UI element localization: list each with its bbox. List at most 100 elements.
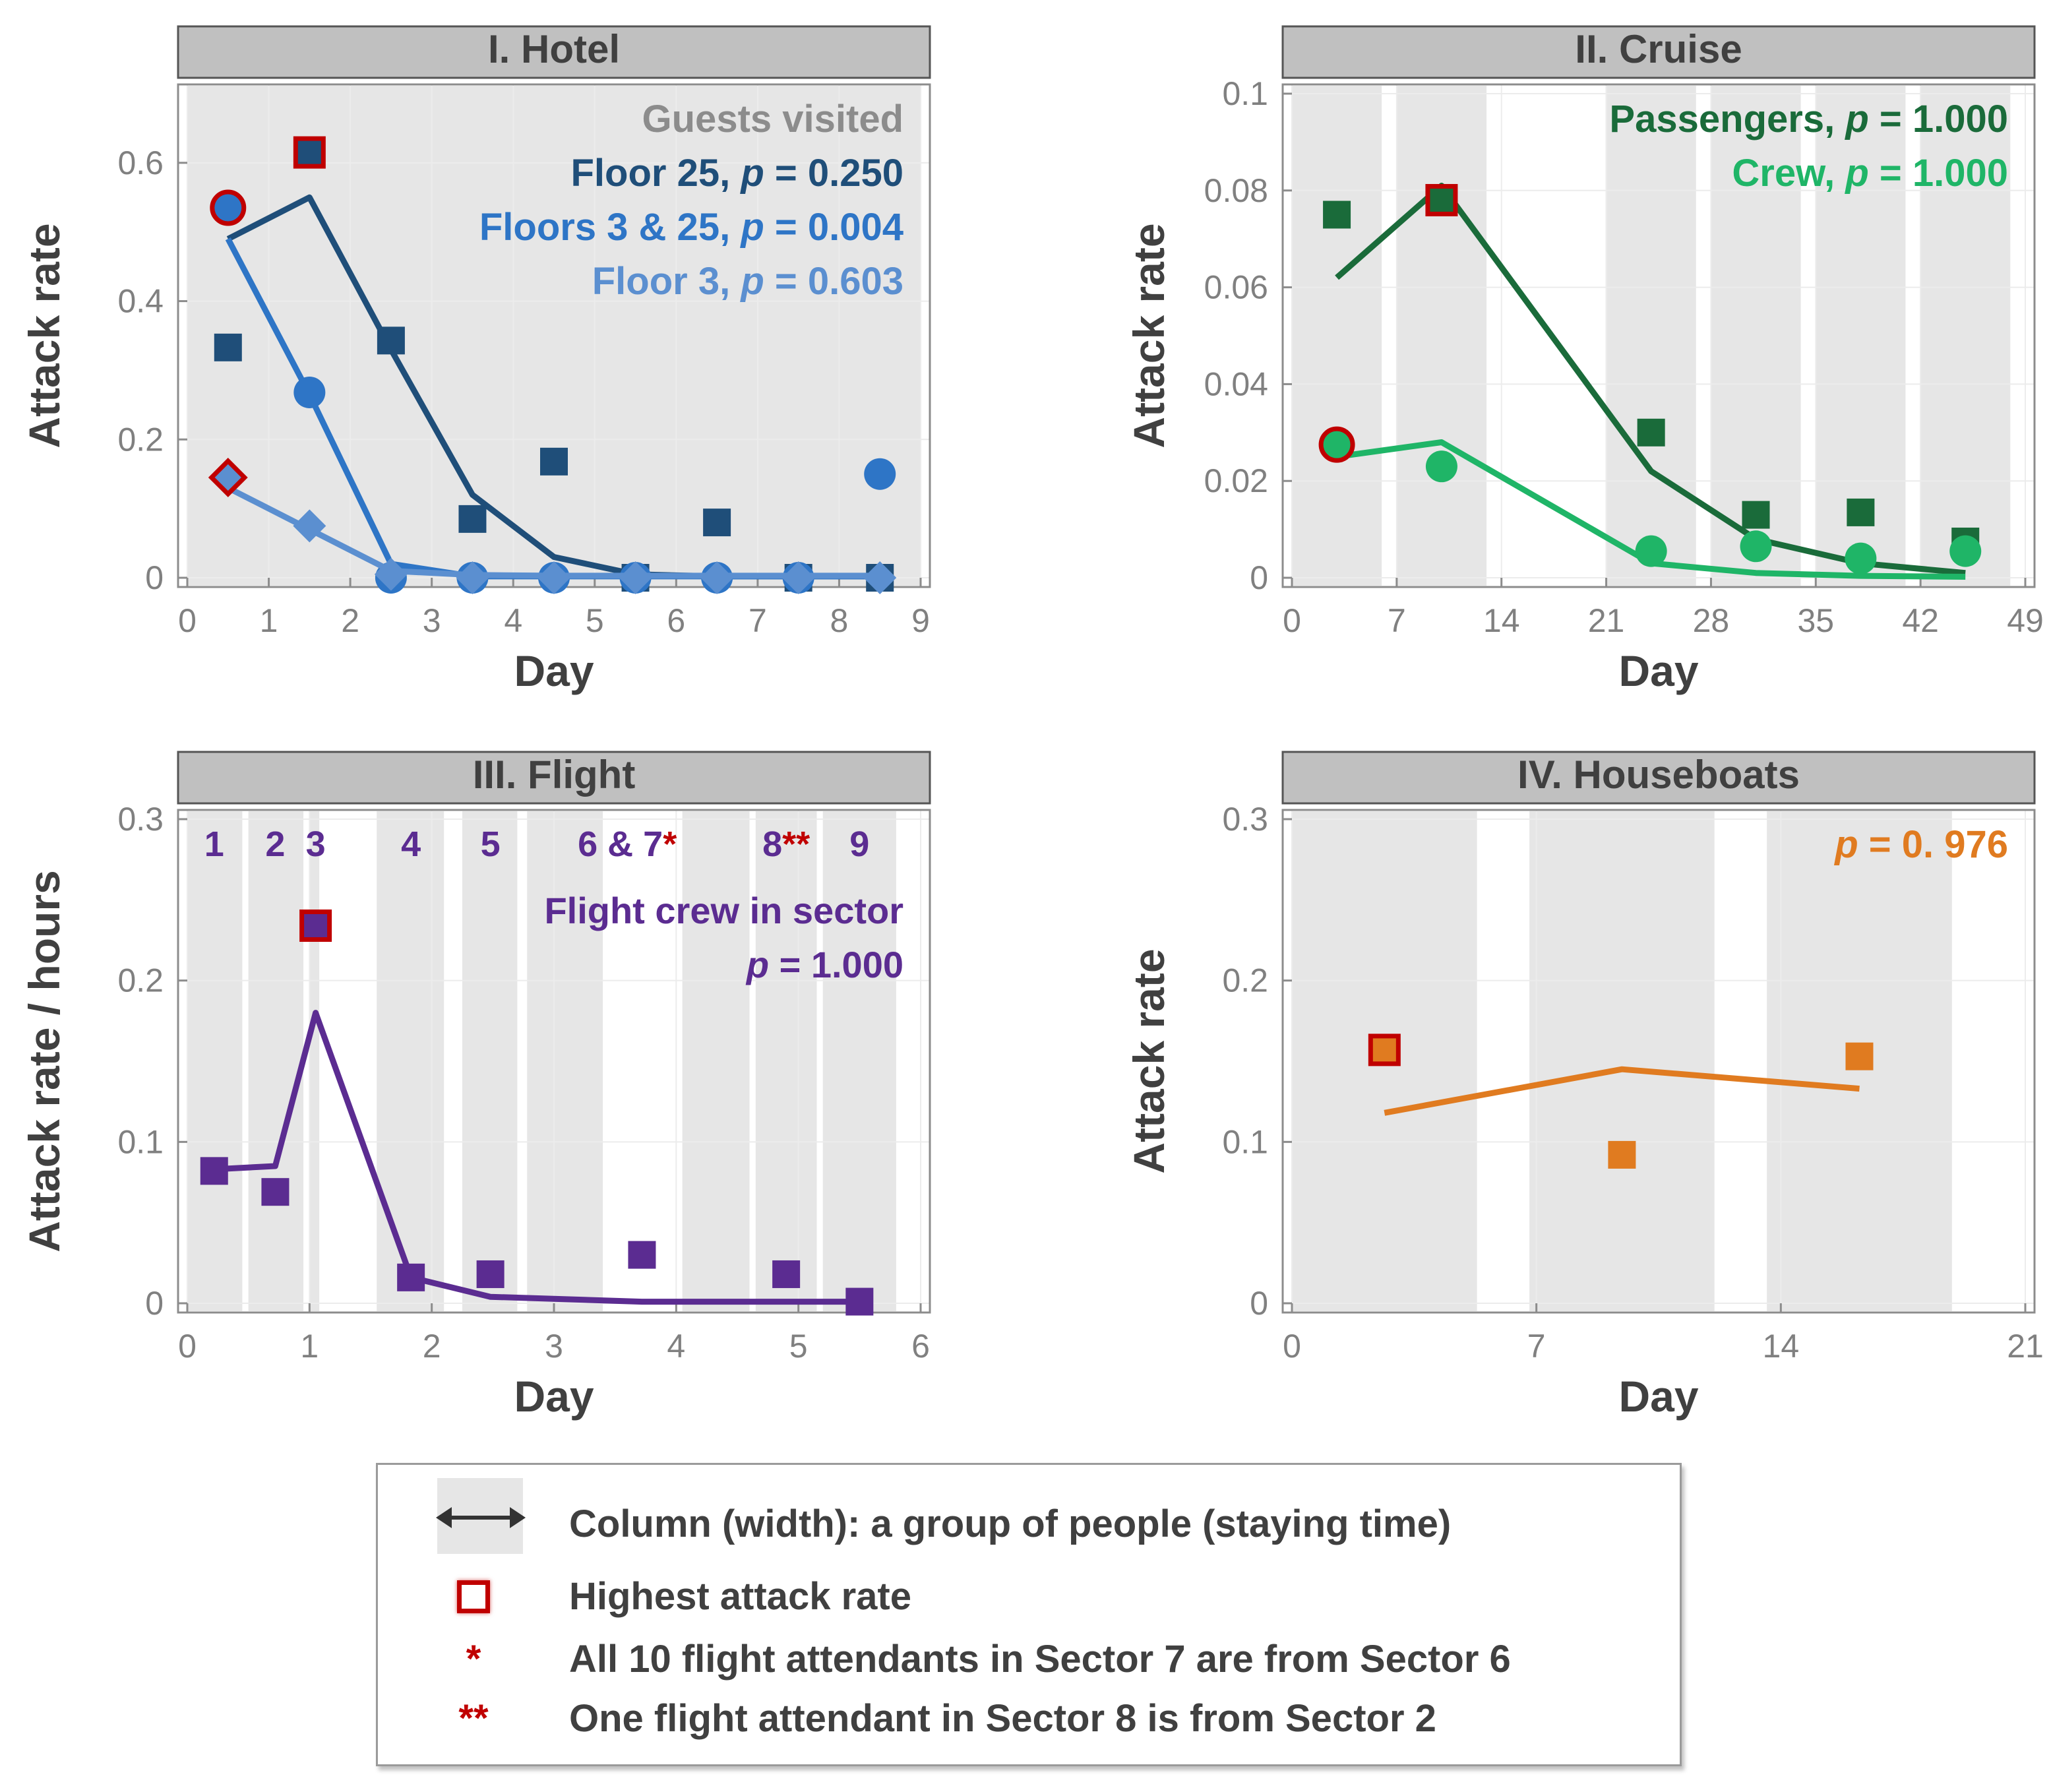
y-tick-label: 0.2 — [117, 962, 164, 999]
y-axis-label: Attack rate / hours — [20, 870, 69, 1252]
panel-2: II. Cruise 0 7 14 21 28 35 42 49 0 0.02 0.04 0.06 0.0… — [1124, 25, 2044, 695]
y-tick-label: 0 — [145, 559, 164, 596]
group-column — [822, 811, 896, 1311]
data-point — [1845, 542, 1877, 574]
data-point-highest — [293, 136, 326, 169]
x-tick-label: 6 — [667, 602, 685, 639]
panel-title: II. Cruise — [1575, 27, 1742, 71]
arrow-left-icon — [436, 1507, 452, 1528]
data-point — [781, 561, 815, 594]
panel-title: I. Hotel — [488, 27, 620, 71]
y-tick-label: 0.4 — [117, 283, 164, 320]
data-point — [1425, 450, 1457, 483]
sector-label: 6 & 7* — [578, 824, 677, 864]
y-tick-label: 0.1 — [1222, 1123, 1268, 1160]
y-tick-label: 0.6 — [117, 144, 164, 181]
x-tick-label: 3 — [545, 1328, 563, 1365]
legend-star2-text: One flight attendant in Sector 8 is from… — [569, 1697, 1436, 1740]
legend-title: Guests visited — [642, 98, 903, 140]
legend-star1-text: All 10 flight attendants in Sector 7 are… — [569, 1638, 1511, 1681]
fit-line — [214, 1010, 860, 1305]
y-tick-label: 0.06 — [1204, 269, 1268, 306]
x-tick-label: 5 — [586, 602, 604, 639]
group-column — [431, 86, 514, 586]
x-tick-label: 21 — [2007, 1328, 2044, 1365]
data-point — [458, 505, 487, 533]
legend-row-star1: * All 10 flight attendants in Sector 7 a… — [378, 1633, 1680, 1686]
group-column — [187, 811, 243, 1311]
data-point — [1608, 1140, 1636, 1169]
plot-frame — [1281, 809, 2036, 1314]
x-tick-label: 2 — [423, 1328, 441, 1365]
data-point — [863, 561, 897, 594]
data-point — [293, 376, 326, 408]
group-column — [676, 86, 758, 586]
data-point — [1637, 418, 1665, 447]
data-point — [628, 1241, 656, 1269]
highest-marker-icon — [431, 1570, 516, 1623]
x-tick-label: 42 — [1902, 602, 1939, 639]
legend-row-highest: Highest attack rate — [378, 1570, 1680, 1623]
data-point-highest — [1318, 426, 1355, 463]
legend-highest-text: Highest attack rate — [569, 1575, 911, 1618]
data-point — [1949, 535, 1982, 567]
x-tick-label: 3 — [423, 602, 441, 639]
y-tick-label: 0.08 — [1204, 172, 1268, 209]
y-axis-label: Attack rate — [20, 223, 69, 448]
x-tick-label: 7 — [1388, 602, 1406, 639]
legend-entry: Passengers, p = 1.000 — [1609, 98, 2008, 140]
group-column — [757, 86, 840, 586]
group-column — [248, 811, 304, 1311]
group-column — [1606, 86, 1696, 586]
data-point — [772, 1260, 801, 1288]
group-column — [755, 811, 817, 1311]
x-tick-label: 5 — [789, 1328, 808, 1365]
x-tick-label: 2 — [341, 602, 359, 639]
data-point — [476, 1260, 505, 1288]
x-tick-label: 4 — [667, 1328, 685, 1365]
sector-label: 8** — [762, 824, 810, 864]
group-column — [839, 86, 921, 586]
sector-label: 4 — [401, 824, 421, 864]
y-axis-label: Attack rate — [1124, 223, 1173, 448]
x-tick-label: 4 — [504, 602, 522, 639]
panel-title-bar — [177, 751, 931, 805]
panel-title: IV. Houseboats — [1517, 753, 1800, 797]
group-column — [377, 811, 444, 1311]
data-point — [200, 1157, 228, 1185]
x-tick-label: 8 — [830, 602, 849, 639]
data-point — [293, 509, 326, 543]
data-point — [374, 557, 408, 591]
data-point — [214, 333, 242, 361]
group-column — [513, 86, 595, 586]
x-tick-label: 6 — [911, 1328, 930, 1365]
y-tick-label: 0 — [1250, 559, 1268, 596]
sector-label: 2 — [265, 824, 285, 864]
y-tick-label: 0.2 — [1222, 962, 1268, 999]
legend-row-column: Column (width): a group of people (stayi… — [378, 1478, 1680, 1554]
x-tick-label: 28 — [1693, 602, 1730, 639]
double-star-symbol: ** — [458, 1697, 489, 1740]
y-tick-label: 0 — [145, 1285, 164, 1322]
data-point-highest — [299, 909, 332, 942]
group-column — [1529, 811, 1715, 1311]
x-tick-label: 9 — [911, 602, 930, 639]
y-tick-label: 0.1 — [1222, 75, 1268, 112]
y-axis-label: Attack rate — [1124, 948, 1173, 1173]
panel-1: I. Hotel 0 1 2 3 4 5 6 7 8 9 0 0.2 0.4 0.6 Day Attack ra… — [20, 25, 931, 695]
double-arrow-icon — [444, 1516, 516, 1520]
legend-entry: Floor 3, p = 0.603 — [592, 260, 903, 303]
data-point-highest — [210, 189, 247, 226]
data-point — [703, 509, 731, 537]
data-point — [1740, 530, 1772, 563]
x-tick-label: 7 — [1527, 1328, 1546, 1365]
legend-entry: Floor 25, p = 0.250 — [570, 152, 903, 195]
group-column — [1920, 86, 2011, 586]
y-tick-label: 0.04 — [1204, 365, 1268, 402]
panel-title-bar — [1281, 751, 2036, 805]
sector-label: 5 — [481, 824, 501, 864]
fit-line — [1336, 439, 1966, 580]
star-symbol: * — [466, 1638, 481, 1681]
data-point — [619, 561, 652, 594]
